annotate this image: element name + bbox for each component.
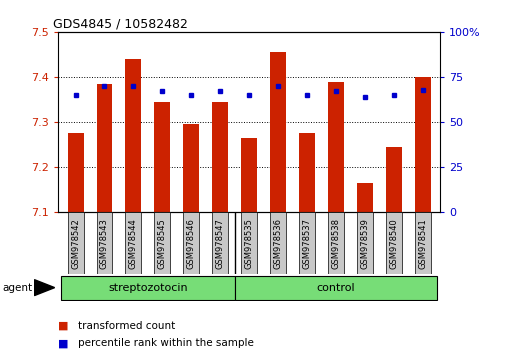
Text: GSM978537: GSM978537 <box>302 218 311 269</box>
Bar <box>154 212 170 274</box>
Bar <box>385 212 401 274</box>
Text: control: control <box>316 282 355 293</box>
Bar <box>357 183 372 212</box>
Text: GSM978544: GSM978544 <box>129 218 138 269</box>
Bar <box>212 102 228 212</box>
Bar <box>154 102 170 212</box>
Bar <box>414 212 430 274</box>
Bar <box>270 52 285 212</box>
Text: GSM978547: GSM978547 <box>215 218 224 269</box>
Bar <box>357 212 372 274</box>
Text: GSM978541: GSM978541 <box>418 218 427 269</box>
Bar <box>183 212 199 274</box>
Bar <box>327 81 343 212</box>
Text: GSM978539: GSM978539 <box>360 218 369 269</box>
Text: transformed count: transformed count <box>78 321 175 331</box>
Bar <box>96 84 112 212</box>
Bar <box>96 212 112 274</box>
Bar <box>125 59 141 212</box>
Bar <box>212 212 228 274</box>
Bar <box>68 133 83 212</box>
Text: GSM978538: GSM978538 <box>331 218 340 269</box>
Text: GSM978540: GSM978540 <box>389 218 397 269</box>
Bar <box>414 77 430 212</box>
Text: streptozotocin: streptozotocin <box>108 282 187 293</box>
Text: agent: agent <box>3 282 33 293</box>
Text: GDS4845 / 10582482: GDS4845 / 10582482 <box>53 17 188 30</box>
Bar <box>234 276 436 299</box>
Bar <box>327 212 343 274</box>
Text: GSM978542: GSM978542 <box>71 218 80 269</box>
Bar <box>125 212 141 274</box>
Bar <box>183 124 199 212</box>
Polygon shape <box>34 280 55 296</box>
Bar <box>298 212 315 274</box>
Bar <box>298 133 315 212</box>
Bar <box>68 212 83 274</box>
Text: percentile rank within the sample: percentile rank within the sample <box>78 338 254 348</box>
Text: ■: ■ <box>58 321 72 331</box>
Text: GSM978543: GSM978543 <box>100 218 109 269</box>
Bar <box>270 212 285 274</box>
Text: GSM978545: GSM978545 <box>158 218 167 269</box>
Text: GSM978546: GSM978546 <box>186 218 195 269</box>
Text: GSM978535: GSM978535 <box>244 218 253 269</box>
Bar <box>241 212 257 274</box>
Text: ■: ■ <box>58 338 72 348</box>
Text: GSM978536: GSM978536 <box>273 218 282 269</box>
Bar <box>385 147 401 212</box>
Bar <box>241 138 257 212</box>
Bar <box>61 276 234 299</box>
